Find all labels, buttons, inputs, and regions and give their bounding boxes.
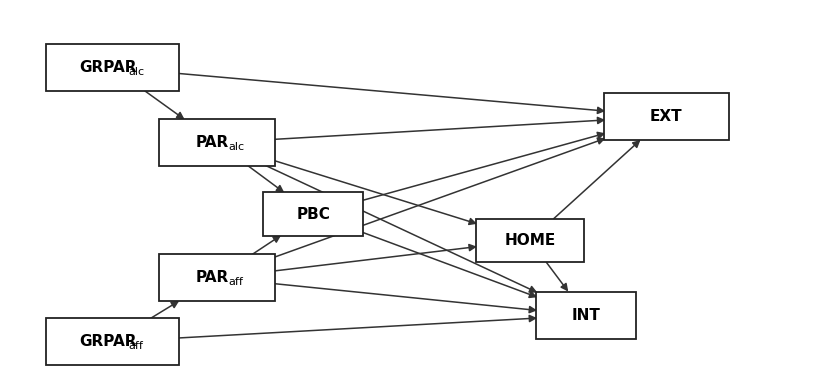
FancyBboxPatch shape xyxy=(47,318,179,365)
Text: GRPAR: GRPAR xyxy=(79,334,137,349)
Text: aff: aff xyxy=(229,277,243,287)
Text: PAR: PAR xyxy=(196,135,229,150)
FancyBboxPatch shape xyxy=(536,292,636,339)
FancyBboxPatch shape xyxy=(159,119,275,166)
FancyBboxPatch shape xyxy=(159,254,275,301)
Text: GRPAR: GRPAR xyxy=(79,60,137,75)
FancyBboxPatch shape xyxy=(47,44,179,91)
Text: INT: INT xyxy=(572,308,600,323)
Text: HOME: HOME xyxy=(505,233,555,248)
Text: aff: aff xyxy=(129,341,143,351)
Text: alc: alc xyxy=(229,142,244,152)
Text: EXT: EXT xyxy=(650,109,683,124)
FancyBboxPatch shape xyxy=(476,219,584,262)
Text: PAR: PAR xyxy=(196,270,229,285)
Text: alc: alc xyxy=(129,67,145,77)
FancyBboxPatch shape xyxy=(604,93,729,140)
FancyBboxPatch shape xyxy=(263,192,364,236)
Text: PBC: PBC xyxy=(296,206,330,221)
